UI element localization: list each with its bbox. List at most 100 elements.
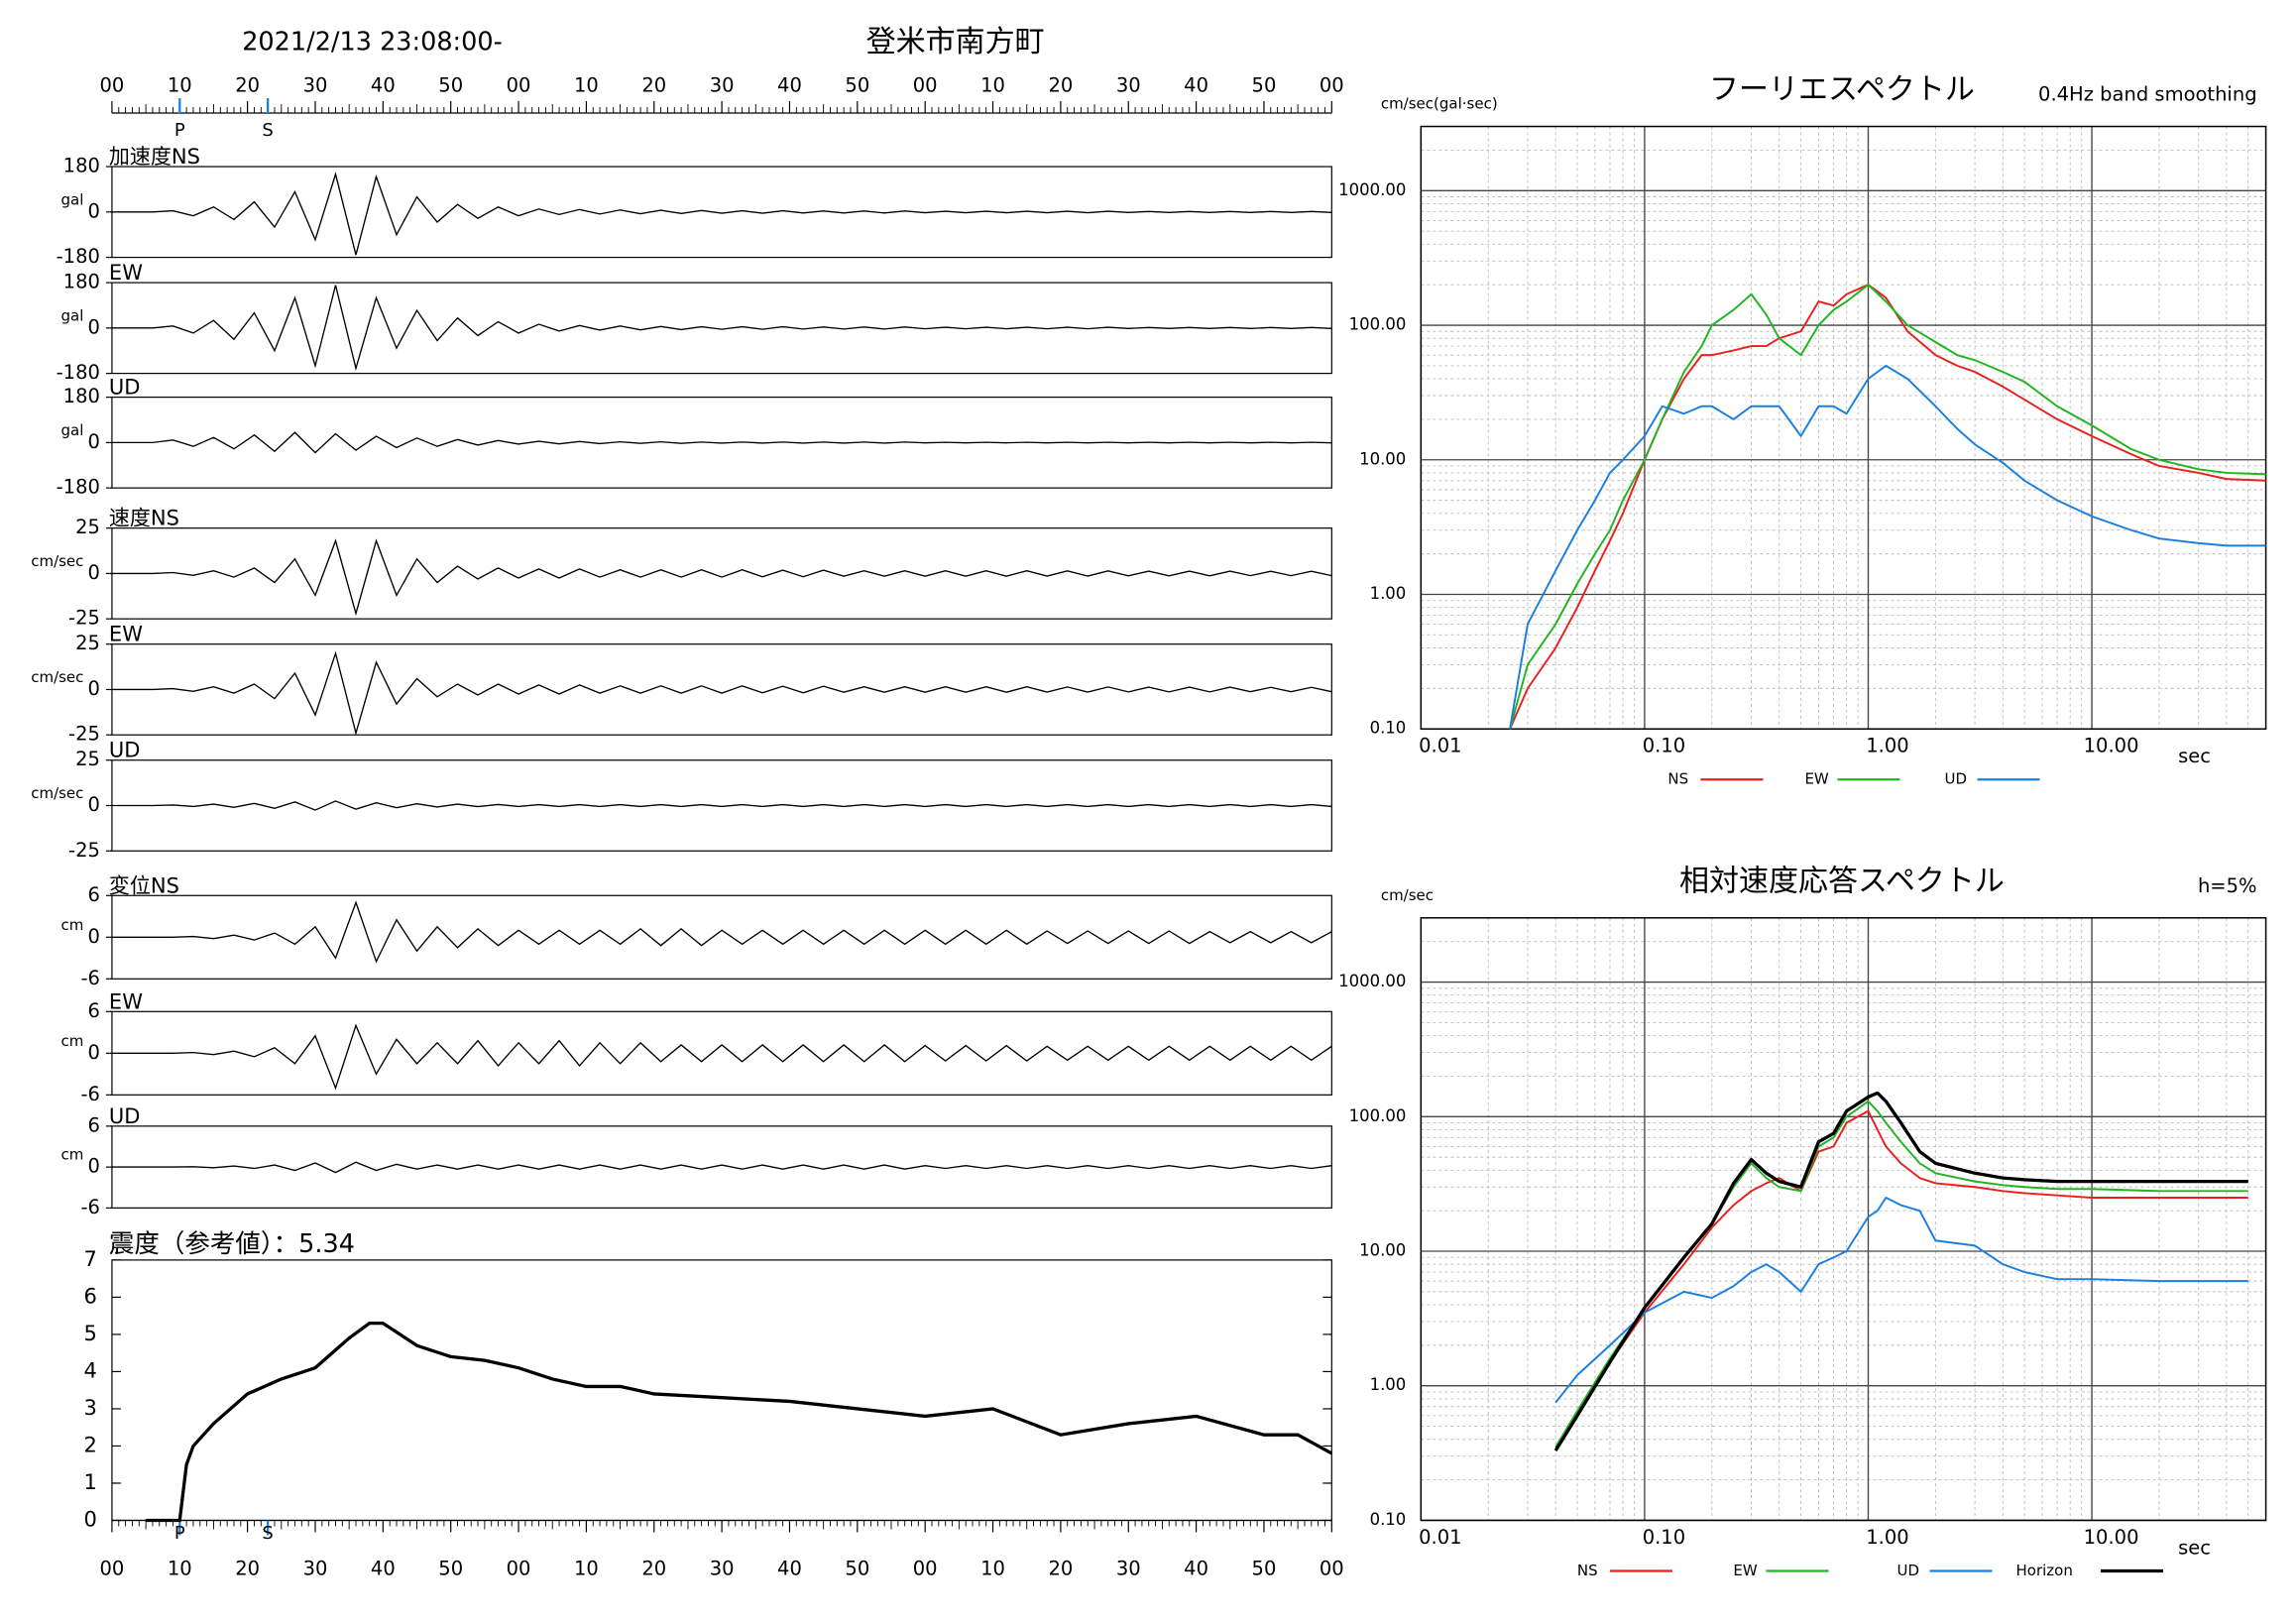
trace-unit: cm/sec [31,668,83,686]
trace-tick-label: 0 [88,1041,100,1064]
trace-unit: cm [61,1032,84,1050]
phase-label: P [174,120,185,141]
x-tick-label: 0.01 [1419,735,1461,757]
time-tick-label: 00 [100,1557,125,1579]
trace-tick-label: -6 [80,1083,99,1105]
trace-tick-label: -25 [68,607,100,630]
trace-tick-label: -25 [68,839,100,862]
y-tick-label: 10.00 [1359,1241,1406,1260]
time-tick-label: 20 [1048,74,1073,97]
trace-tick-label: 0 [88,561,100,584]
time-tick-label: 20 [641,1557,666,1579]
x-tick-label: 10.00 [2084,735,2139,757]
intensity-tick-label: 7 [84,1247,97,1271]
y-tick-label: 1.00 [1370,1375,1407,1394]
x-axis-label: sec [2178,745,2211,767]
time-tick-label: 30 [710,74,735,97]
intensity-title: 震度（参考値）：5.34 [109,1229,355,1259]
waveform-trace [111,172,1332,256]
intensity-tick-label: 2 [84,1433,97,1456]
trace-tick-label: 25 [75,748,100,770]
x-tick-label: 10.00 [2084,1526,2139,1549]
time-tick-label: 10 [168,74,192,97]
trace-name: UD [109,739,141,762]
trace-name: 変位NS [109,873,179,897]
time-tick-label: 40 [371,1557,396,1579]
intensity-tick-label: 0 [84,1507,97,1531]
time-tick-label: 50 [438,74,463,97]
intensity-line [146,1322,1333,1523]
y-tick-label: 1000.00 [1338,180,1406,199]
y-tick-label: 0.10 [1370,1510,1407,1529]
phase-label: P [174,1523,185,1544]
chart-title: 相対速度応答スペクトル [1679,864,2005,898]
intensity-tick-label: 3 [84,1396,97,1420]
trace-unit: gal [61,306,84,324]
time-tick-label: 50 [845,1557,869,1579]
time-tick-label: 40 [371,74,396,97]
waveform-trace [111,538,1332,617]
trace-tick-label: 0 [88,430,100,453]
trace-tick-label: 180 [63,271,100,293]
trace-tick-label: 0 [88,1155,100,1178]
trace-tick-label: 6 [88,883,100,906]
legend-label: NS [1667,770,1688,788]
trace-name: 速度NS [109,507,179,530]
trace-tick-label: 0 [88,199,100,222]
trace-unit: cm/sec [31,784,83,802]
intensity-tick-label: 1 [84,1470,97,1494]
y-tick-label: 1.00 [1370,584,1407,603]
trace-tick-label: -180 [57,245,100,268]
trace-tick-label: 0 [88,315,100,338]
chart-title: フーリエスペクトル [1709,72,1975,107]
time-tick-label: 20 [641,74,666,97]
time-tick-label: 00 [507,74,531,97]
time-tick-label: 00 [100,74,125,97]
trace-unit: cm/sec [31,552,83,570]
intensity-tick-label: 5 [84,1322,97,1345]
waveform-trace [111,650,1332,736]
time-tick-label: 40 [777,74,802,97]
trace-tick-label: -6 [80,967,99,989]
trace-tick-label: -180 [57,476,100,499]
time-tick-label: 30 [303,74,328,97]
y-tick-label: 0.10 [1370,719,1407,738]
trace-name: EW [109,261,143,285]
chart-subtitle: 0.4Hz band smoothing [2038,83,2257,106]
time-tick-label: 20 [235,74,260,97]
y-tick-label: 1000.00 [1338,972,1406,990]
time-tick-label: 00 [913,1557,938,1579]
time-tick-label: 00 [913,74,938,97]
trace-tick-label: 180 [63,155,100,177]
record-time: 2021/2/13 23:08:00- [242,28,503,58]
time-tick-label: 30 [303,1557,328,1579]
intensity-tick-label: 4 [84,1358,97,1382]
trace-tick-label: 180 [63,385,100,407]
time-tick-label: 40 [1184,74,1208,97]
y-axis-label: cm/sec [1381,886,1434,904]
time-tick-label: 10 [168,1557,192,1579]
x-tick-label: 1.00 [1866,735,1908,757]
trace-tick-label: -180 [57,361,100,384]
time-tick-label: 30 [1116,1557,1141,1579]
waveform-trace [111,800,1332,811]
waveform-trace [111,1161,1332,1174]
legend-label: EW [1804,770,1828,788]
time-tick-label: 10 [574,74,599,97]
trace-name: EW [109,989,143,1013]
trace-tick-label: 0 [88,793,100,816]
trace-name: UD [109,1104,141,1128]
time-tick-label: 00 [1320,74,1344,97]
time-tick-label: 30 [710,1557,735,1579]
y-axis-label: cm/sec(gal·sec) [1381,95,1498,113]
waveform-trace [111,285,1332,372]
x-tick-label: 0.10 [1643,1526,1685,1549]
trace-unit: gal [61,421,84,439]
trace-name: UD [109,376,141,400]
spectrum-line [1509,364,2266,730]
spectrum-line [1509,284,2266,730]
trace-tick-label: 0 [88,925,100,948]
